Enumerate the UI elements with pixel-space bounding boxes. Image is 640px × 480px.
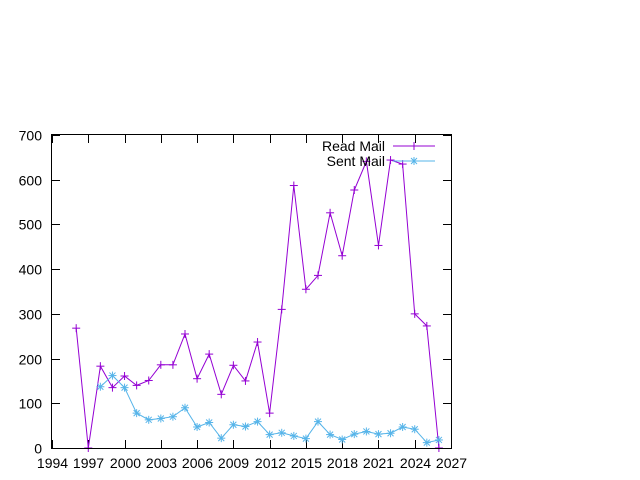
- legend-label: Sent Mail: [327, 153, 385, 169]
- legend-marker: [410, 157, 418, 165]
- data-point: [374, 241, 383, 250]
- data-point: [338, 251, 347, 260]
- data-point: [156, 414, 165, 423]
- data-point: [96, 362, 105, 371]
- data-point: [168, 412, 177, 421]
- x-tick-labels: 1994 1997 2000 2003 2006 2009 2012 2015 2018 2021…: [37, 455, 467, 471]
- data-point: [350, 185, 359, 194]
- data-point: [289, 181, 298, 190]
- data-point: [181, 329, 189, 338]
- data-point: [338, 435, 347, 444]
- data-point: [132, 381, 141, 390]
- y-tick-label: 200: [19, 352, 43, 368]
- data-point: [120, 383, 129, 392]
- data-point: [241, 422, 250, 431]
- data-point: [314, 417, 322, 426]
- data-point: [410, 425, 419, 434]
- data-point: [120, 372, 129, 381]
- plot-frame: [51, 134, 452, 449]
- data-point: [229, 420, 238, 429]
- data-point: [362, 427, 371, 436]
- x-tick-label: 2024: [400, 455, 431, 471]
- data-point: [193, 374, 202, 383]
- data-point: [168, 360, 177, 369]
- data-point: [422, 438, 431, 447]
- y-tick-label: 400: [19, 262, 43, 278]
- data-point: [96, 382, 105, 391]
- data-point: [326, 208, 335, 217]
- x-tick-label: 2012: [255, 455, 286, 471]
- data-point: [265, 409, 274, 418]
- y-tick-label: 700: [19, 128, 43, 144]
- data-point: [350, 430, 359, 439]
- data-point: [253, 417, 262, 426]
- data-point: [398, 422, 407, 431]
- x-tick-label: 2015: [291, 455, 322, 471]
- data-point: [265, 430, 274, 439]
- data-point: [422, 321, 431, 330]
- x-tick-label: 1997: [73, 455, 104, 471]
- y-tick-label: 500: [19, 217, 43, 233]
- data-point: [217, 434, 226, 443]
- data-point: [301, 285, 310, 294]
- axis-ticks: [52, 135, 452, 449]
- y-tick-label: 600: [19, 173, 43, 189]
- x-tick-label: 2009: [218, 455, 249, 471]
- x-tick-label: 2018: [327, 455, 358, 471]
- y-tick-labels: 0 100 200 300 400 500 600 700: [19, 128, 43, 457]
- data-point: [132, 409, 141, 418]
- data-point: [72, 324, 81, 333]
- y-tick-label: 300: [19, 307, 43, 323]
- data-point: [314, 271, 322, 280]
- data-point: [374, 430, 383, 439]
- series-line-read-mail: [75, 159, 440, 449]
- y-tick-label: 0: [34, 441, 42, 457]
- data-point: [386, 429, 395, 438]
- data-point: [108, 371, 117, 380]
- data-point: [326, 430, 335, 439]
- data-point: [277, 428, 286, 437]
- data-point: [181, 403, 189, 412]
- x-tick-label: 2003: [146, 455, 177, 471]
- data-point: [241, 376, 250, 385]
- data-point: [108, 383, 117, 392]
- data-point: [386, 156, 395, 165]
- x-tick-label: 2021: [363, 455, 394, 471]
- data-point: [253, 338, 262, 347]
- legend-label: Read Mail: [322, 138, 385, 154]
- data-point: [289, 431, 298, 440]
- data-point: [205, 418, 214, 427]
- data-point: [205, 350, 214, 359]
- y-tick-label: 100: [19, 396, 43, 412]
- data-point: [217, 390, 226, 399]
- x-tick-label: 1994: [37, 455, 68, 471]
- data-point: [144, 376, 153, 385]
- data-point: [277, 305, 286, 314]
- data-point: [434, 435, 443, 444]
- data-point: [362, 157, 371, 166]
- data-point: [144, 415, 153, 424]
- x-tick-label: 2000: [110, 455, 141, 471]
- data-point: [301, 434, 310, 443]
- data-point: [410, 309, 419, 318]
- data-point: [156, 360, 165, 369]
- data-point: [229, 361, 238, 370]
- data-point: [193, 422, 202, 431]
- legend-marker: [410, 142, 418, 150]
- series-group: [72, 156, 443, 452]
- x-tick-label: 2027: [436, 455, 467, 471]
- x-tick-label: 2006: [182, 455, 213, 471]
